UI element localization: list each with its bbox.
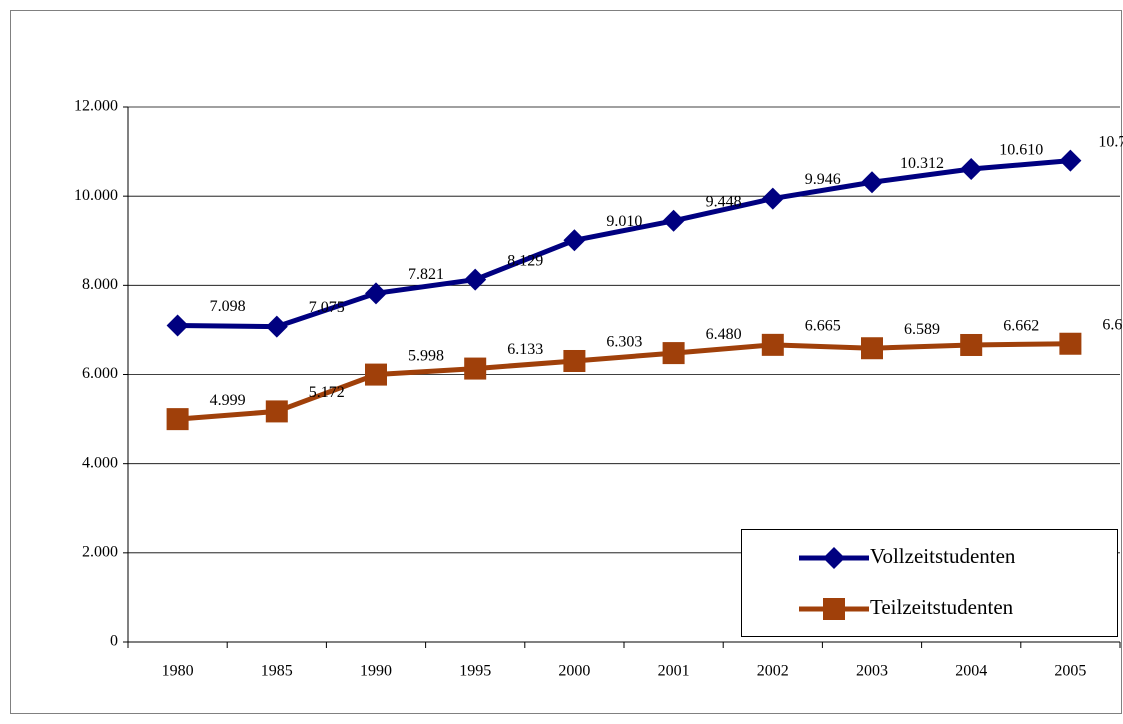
data-point [861, 337, 883, 360]
y-tick-label: 2.000 [82, 544, 118, 561]
data-label: 7.075 [309, 299, 345, 316]
data-point [464, 357, 487, 380]
data-point [1059, 332, 1082, 355]
data-label: 7.098 [210, 298, 246, 315]
series-line [177, 341, 1071, 422]
data-point [563, 349, 586, 372]
y-tick-label: 6.000 [82, 365, 118, 382]
legend-label: Teilzeitstudenten [870, 595, 1014, 619]
data-point [861, 171, 883, 194]
x-tick-label: 2002 [757, 663, 789, 680]
x-tick-label: 1980 [162, 663, 194, 680]
data-label: 10.797 [1098, 133, 1123, 150]
data-point [1059, 149, 1082, 172]
data-label: 9.448 [706, 193, 742, 210]
legend-label: Vollzeitstudenten [870, 544, 1016, 568]
x-tick-label: 1990 [360, 663, 392, 680]
data-point [662, 209, 685, 232]
data-point [662, 342, 685, 365]
legend-marker [823, 598, 845, 620]
x-tick-label: 1985 [261, 663, 293, 680]
y-tick-label: 12.000 [74, 98, 118, 115]
data-point [365, 363, 387, 386]
x-tick-label: 2000 [558, 663, 590, 680]
data-label: 9.946 [805, 171, 841, 188]
data-point [960, 333, 983, 356]
data-label: 6.589 [904, 321, 940, 338]
y-tick-label: 10.000 [74, 187, 118, 204]
data-point [464, 268, 487, 291]
legend-marker [823, 547, 845, 569]
data-point [761, 333, 784, 356]
data-point [265, 400, 288, 423]
data-label: 10.610 [999, 142, 1043, 159]
data-point [166, 408, 189, 431]
x-tick-label: 2005 [1054, 663, 1086, 680]
data-label: 6.133 [507, 341, 543, 358]
data-point [365, 282, 387, 305]
y-tick-label: 8.000 [82, 276, 118, 293]
data-label: 7.821 [408, 266, 444, 283]
data-label: 8.129 [507, 252, 543, 269]
x-tick-label: 1995 [459, 663, 491, 680]
data-label: 5.172 [309, 384, 345, 401]
x-tick-label: 2003 [856, 663, 888, 680]
data-label: 6.690 [1102, 316, 1123, 333]
data-label: 10.312 [900, 155, 944, 172]
data-label: 4.999 [210, 392, 246, 409]
data-label: 6.303 [606, 334, 642, 351]
data-point [761, 187, 784, 210]
data-label: 6.662 [1003, 318, 1039, 335]
x-tick-label: 2001 [658, 663, 690, 680]
data-label: 9.010 [606, 213, 642, 230]
data-point [563, 229, 586, 252]
data-label: 6.665 [805, 318, 841, 335]
data-label: 6.480 [706, 326, 742, 343]
data-point [265, 315, 288, 338]
series-line [177, 158, 1071, 330]
y-tick-label: 4.000 [82, 454, 118, 471]
data-point [960, 157, 983, 180]
data-point [166, 314, 189, 337]
legend-box [741, 529, 1118, 637]
data-label: 5.998 [408, 347, 444, 364]
y-tick-label: 0 [110, 633, 118, 650]
x-tick-label: 2004 [955, 663, 987, 680]
